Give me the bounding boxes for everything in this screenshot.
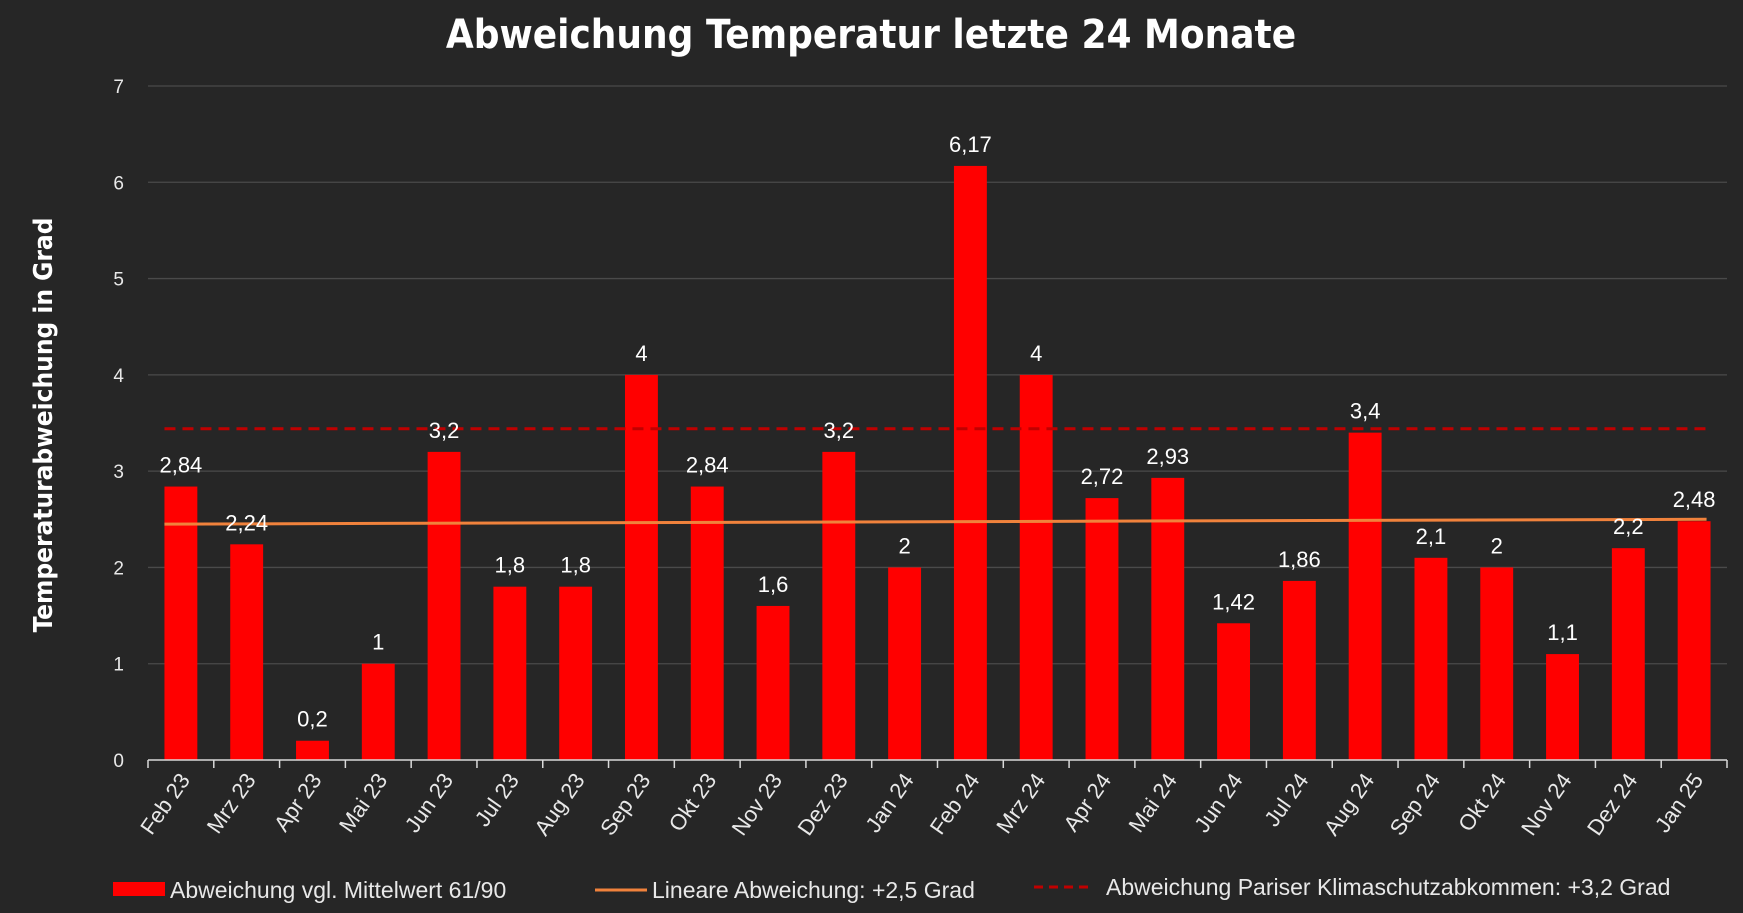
bar [230, 544, 264, 760]
data-label: 2,93 [1146, 444, 1189, 469]
bar [1480, 567, 1514, 760]
data-label: 2,72 [1081, 464, 1124, 489]
data-label: 1,1 [1547, 620, 1578, 645]
data-label: 1,42 [1212, 589, 1255, 614]
data-label: 1,8 [560, 553, 591, 578]
data-labels: 2,84 2,24 0,2 1 3,2 1,8 1,8 4 2,84 1,6 3,2 2 6,17 4 2,… [159, 132, 1715, 732]
y-tick-label: 2 [113, 558, 124, 579]
bar [559, 586, 593, 760]
data-label: 2 [898, 533, 910, 558]
data-label: 4 [635, 341, 647, 366]
bar [888, 567, 922, 760]
data-label: 2,84 [159, 453, 202, 478]
chart-title: Abweichung Temperatur letzte 24 Monate [446, 12, 1296, 58]
bar [756, 605, 790, 760]
bar [361, 663, 395, 760]
data-label: 0,2 [297, 707, 328, 732]
data-label: 2,84 [686, 453, 729, 478]
data-label: 1,86 [1278, 547, 1321, 572]
y-tick-labels: 0 1 2 3 4 5 6 7 [113, 77, 124, 772]
data-label: 3,2 [824, 418, 855, 443]
bar [296, 740, 329, 760]
data-label: 1,6 [758, 572, 789, 597]
bar [1151, 477, 1185, 760]
data-label: 3,4 [1350, 399, 1381, 424]
data-label: 1,8 [495, 553, 526, 578]
data-label: 2,24 [225, 510, 268, 535]
y-tick-label: 0 [113, 751, 124, 772]
bar [1546, 654, 1579, 760]
bar [493, 586, 527, 760]
data-label: 2,2 [1613, 514, 1644, 539]
data-label: 3,2 [429, 418, 460, 443]
bar [953, 165, 987, 761]
legend: Abweichung vgl. Mittelwert 61/90 Lineare … [113, 874, 1670, 903]
y-tick-label: 7 [113, 77, 124, 98]
legend-label-paris: Abweichung Pariser Klimaschutzabkommen: … [1106, 874, 1670, 900]
data-label: 2 [1491, 533, 1503, 558]
bar [1019, 374, 1053, 760]
gridlines [148, 85, 1727, 665]
data-label: 1 [372, 630, 384, 655]
bar [1414, 557, 1448, 760]
bar [822, 451, 856, 760]
bar [1611, 548, 1645, 760]
bars [164, 165, 1711, 761]
y-tick-label: 4 [113, 366, 124, 387]
data-label: 2,48 [1673, 487, 1716, 512]
y-tick-label: 6 [113, 173, 124, 194]
y-tick-label: 3 [113, 462, 124, 483]
bar [1217, 623, 1251, 760]
data-label: 6,17 [949, 132, 992, 157]
bar [164, 486, 198, 760]
reference-lines [164, 427, 1707, 526]
bar [624, 374, 658, 760]
legend-label-trend: Lineare Abweichung: +2,5 Grad [652, 877, 975, 903]
trend-line [164, 517, 1707, 526]
y-tick-label: 1 [113, 655, 124, 676]
data-label: 2,1 [1416, 524, 1447, 549]
bar [1282, 580, 1316, 760]
bar [690, 486, 724, 760]
legend-label-bars: Abweichung vgl. Mittelwert 61/90 [170, 877, 506, 903]
bar [1085, 498, 1119, 760]
data-label: 4 [1030, 341, 1042, 366]
y-axis-label: Temperaturabweichung in Grad [29, 218, 59, 633]
legend-swatch-bars [113, 882, 165, 896]
bar [427, 451, 461, 760]
bar [1677, 521, 1711, 760]
bar [1348, 432, 1382, 760]
y-tick-label: 5 [113, 270, 124, 291]
